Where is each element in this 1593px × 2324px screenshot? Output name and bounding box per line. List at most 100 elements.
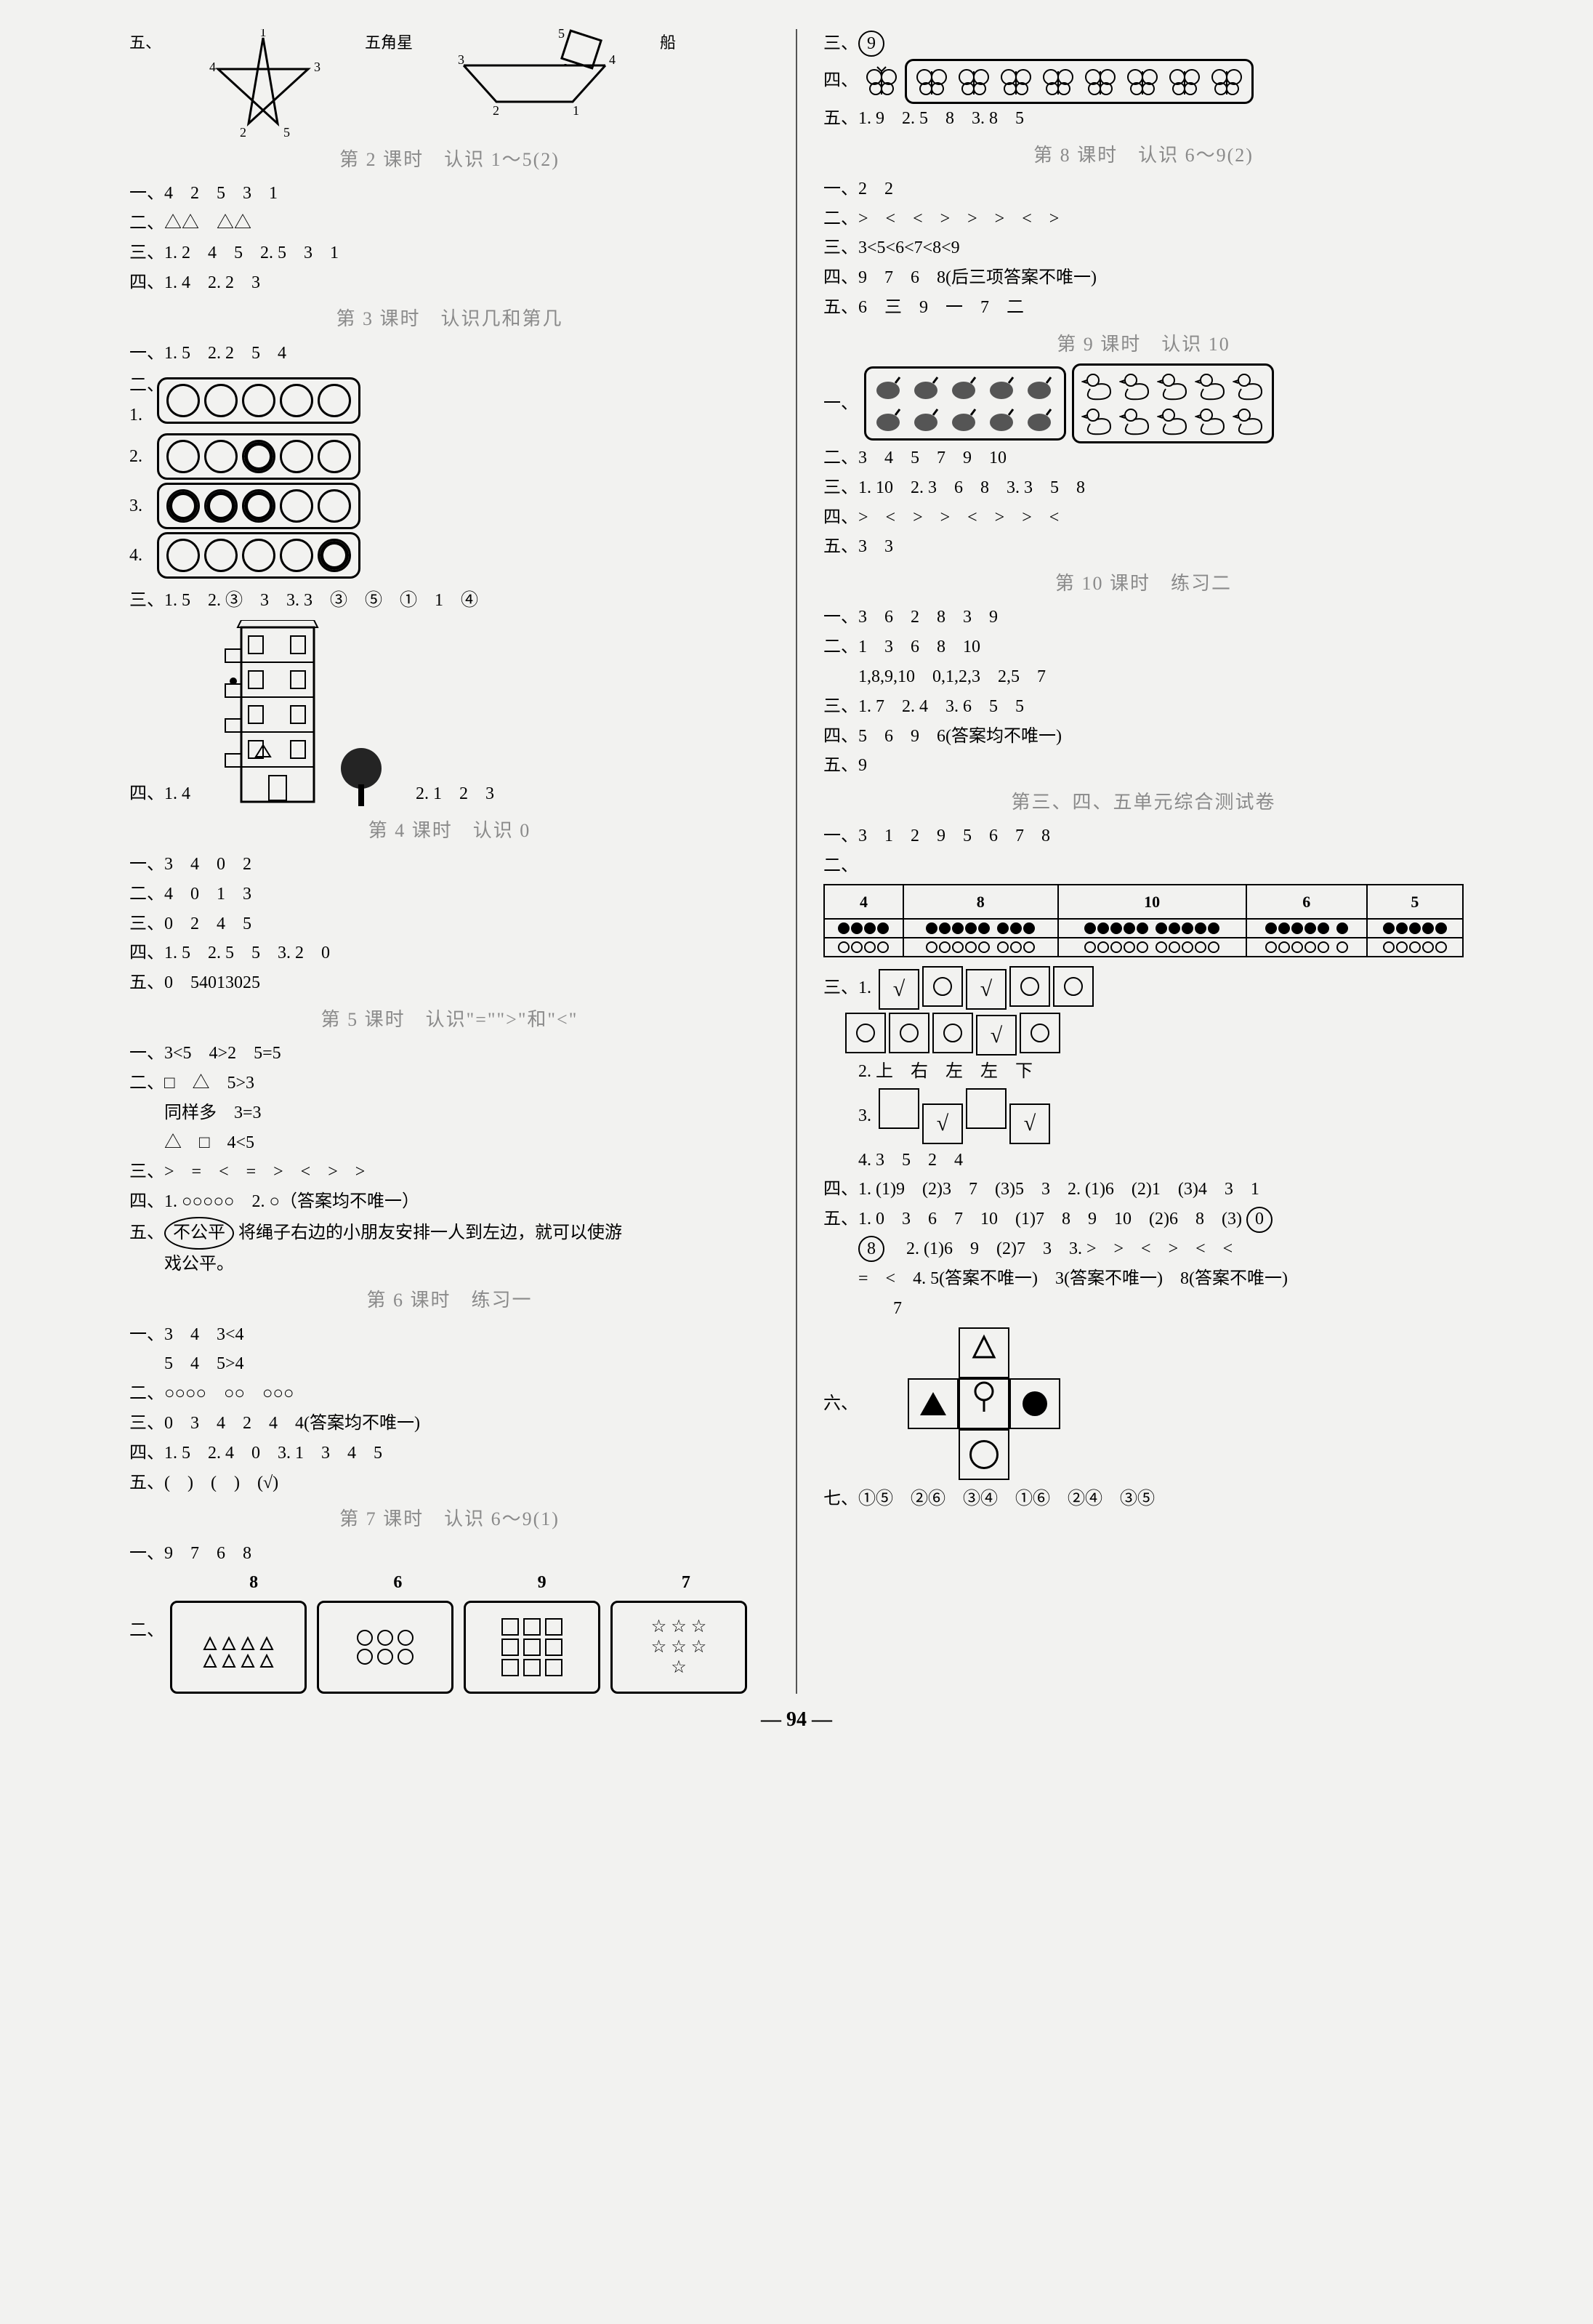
strip2-label: 2. — [129, 442, 150, 472]
building-icon — [219, 620, 328, 809]
l7-h3: 7 — [682, 1568, 690, 1598]
l6-a1a: 一、3 4 3<4 — [129, 1320, 770, 1350]
unit-title: 第三、四、五单元综合测试卷 — [823, 787, 1464, 819]
cross-right — [1009, 1378, 1060, 1429]
cross-figure — [908, 1327, 1060, 1480]
duck-icon — [1157, 405, 1189, 437]
star-boat-figure: 五、 1 3 5 2 4 五角星 3 2 1 4 5 船 — [129, 29, 770, 138]
strip-1 — [157, 377, 360, 424]
l10-a2b: 1,8,9,10 0,1,2,3 2,5 7 — [823, 662, 1464, 692]
l5-a2a: 二、□ △ 5>3 — [129, 1069, 770, 1098]
unfair-oval: 不公平 — [164, 1217, 234, 1250]
butterfly-icon — [864, 65, 899, 97]
l2-a4: 四、1. 4 2. 2 3 — [129, 268, 770, 298]
u-three-2: 2. 上 右 左 左 下 — [823, 1057, 1464, 1087]
four-shape-boxes: ☆☆☆ ☆☆☆ ☆ — [170, 1601, 770, 1694]
butterfly-icon — [1209, 65, 1244, 97]
l3-a4-right: 2. 1 2 3 — [416, 779, 494, 809]
answer-box — [966, 1088, 1007, 1129]
eggplant-box — [864, 366, 1066, 441]
left-column: 五、 1 3 5 2 4 五角星 3 2 1 4 5 船 — [106, 29, 793, 1694]
r-top-4-label: 四、 — [823, 66, 858, 96]
u-a1: 一、3 1 2 9 5 6 7 8 — [823, 821, 1464, 851]
l8-a5: 五、6 三 9 一 7 二 — [823, 293, 1464, 323]
svg-text:2: 2 — [240, 125, 246, 138]
cross-mid — [959, 1378, 1009, 1429]
box-squares — [464, 1601, 600, 1694]
page-number-value: 94 — [786, 1708, 807, 1731]
l4-a5: 五、0 54013025 — [129, 968, 770, 998]
u-three-label: 三、1. — [823, 973, 871, 1003]
l9-a2: 二、3 4 5 7 9 10 — [823, 443, 1464, 473]
duck-icon — [1195, 405, 1227, 437]
circled-9: 9 — [858, 31, 884, 57]
answer-box: √ — [1009, 1103, 1050, 1144]
svg-text:1: 1 — [573, 103, 579, 116]
svg-text:1: 1 — [260, 29, 267, 39]
lesson9-title: 第 9 课时 认识 10 — [823, 329, 1464, 361]
u-a4: 四、1. (1)9 (2)3 7 (3)5 3 2. (1)6 (2)1 (3)… — [823, 1175, 1464, 1205]
table-row: 4 8 10 6 5 — [824, 885, 1463, 919]
answer-box — [1053, 966, 1094, 1007]
lesson8-title: 第 8 课时 认识 6～9(2) — [823, 140, 1464, 172]
u-three-4: 4. 3 5 2 4 — [823, 1146, 1464, 1175]
l5-a4: 四、1. ○○○○○ 2. ○（答案均不唯一） — [129, 1187, 770, 1217]
l8-a1: 一、2 2 — [823, 174, 1464, 204]
eggplant-icon — [911, 405, 943, 434]
u-a5a: 五、1. 0 3 6 7 10 (1)7 8 9 10 (2)6 8 (3) 0 — [823, 1205, 1464, 1234]
lesson4-title: 第 4 课时 认识 0 — [129, 815, 770, 847]
u-a5d: 7 — [823, 1294, 1464, 1324]
circled-8: 8 — [858, 1236, 884, 1262]
answer-box: √ — [976, 1015, 1017, 1056]
l10-a1: 一、3 6 2 8 3 9 — [823, 603, 1464, 632]
lesson10-title: 第 10 课时 练习二 — [823, 568, 1464, 600]
answer-box — [1009, 966, 1050, 1007]
u-three-1: 三、1. √√ — [823, 965, 1464, 1011]
cross-bottom — [959, 1429, 1009, 1480]
answer-box — [879, 1088, 919, 1129]
l7-two: 二、 8 6 9 7 — [129, 1568, 770, 1694]
l9-a3: 三、1. 10 2. 3 6 8 3. 3 5 8 — [823, 473, 1464, 503]
butterfly-icon — [1167, 65, 1202, 97]
boat-icon: 3 2 1 4 5 — [456, 29, 616, 116]
u-six-label: 六、 — [823, 1389, 858, 1419]
u-three-3: 3. √√ — [823, 1087, 1464, 1146]
duck-icon — [1233, 370, 1265, 402]
duck-icon — [1081, 405, 1113, 437]
l3-a4-left: 四、1. 4 — [129, 779, 190, 809]
u-a5b-text: 2. (1)6 9 (2)7 3 3. > > < > < < — [889, 1239, 1233, 1258]
l5-a2c: △ □ 4<5 — [129, 1128, 770, 1158]
duck-icon — [1195, 370, 1227, 402]
box-stars: ☆☆☆ ☆☆☆ ☆ — [610, 1601, 747, 1694]
u-a5b: 8 2. (1)6 9 (2)7 3 3. > > < > < < — [823, 1234, 1464, 1264]
l6-a3: 三、0 3 4 2 4 4(答案均不唯一) — [129, 1409, 770, 1439]
l10-a2a: 二、1 3 6 8 10 — [823, 632, 1464, 662]
answer-box — [932, 1013, 973, 1053]
duck-icon — [1119, 405, 1151, 437]
column-divider — [796, 29, 797, 1694]
u-three3-label: 3. — [823, 1101, 871, 1131]
building-figure: 四、1. 4 — [129, 620, 770, 809]
lesson7-title: 第 7 课时 认识 6～9(1) — [129, 1503, 770, 1535]
svg-text:5: 5 — [283, 125, 290, 138]
eggplant-icon — [949, 405, 981, 434]
l10-a3: 三、1. 7 2. 4 3. 6 5 5 — [823, 692, 1464, 722]
l5-a2b: 同样多 3=3 — [129, 1098, 770, 1128]
l4-a3: 三、0 2 4 5 — [129, 909, 770, 939]
r-top-5: 五、1. 9 2. 5 8 3. 8 5 — [823, 104, 1464, 134]
butterfly-icon — [1083, 65, 1118, 97]
lesson2-title: 第 2 课时 认识 1～5(2) — [129, 144, 770, 176]
th0: 4 — [824, 885, 903, 919]
answer-box — [1020, 1013, 1060, 1053]
l6-a1b: 5 4 5>4 — [129, 1349, 770, 1379]
l8-a4: 四、9 7 6 8(后三项答案不唯一) — [823, 263, 1464, 293]
eggplant-icon — [874, 373, 906, 402]
l6-a5: 五、( ) ( ) (√) — [129, 1468, 770, 1498]
table-row — [824, 919, 1463, 938]
butterfly-icon — [1125, 65, 1160, 97]
l5-a5c: 戏公平。 — [129, 1250, 770, 1279]
answer-box: √ — [966, 969, 1007, 1010]
duck-icon — [1081, 370, 1113, 402]
tree-icon — [336, 744, 387, 809]
u-two-label: 二、 — [823, 856, 858, 875]
